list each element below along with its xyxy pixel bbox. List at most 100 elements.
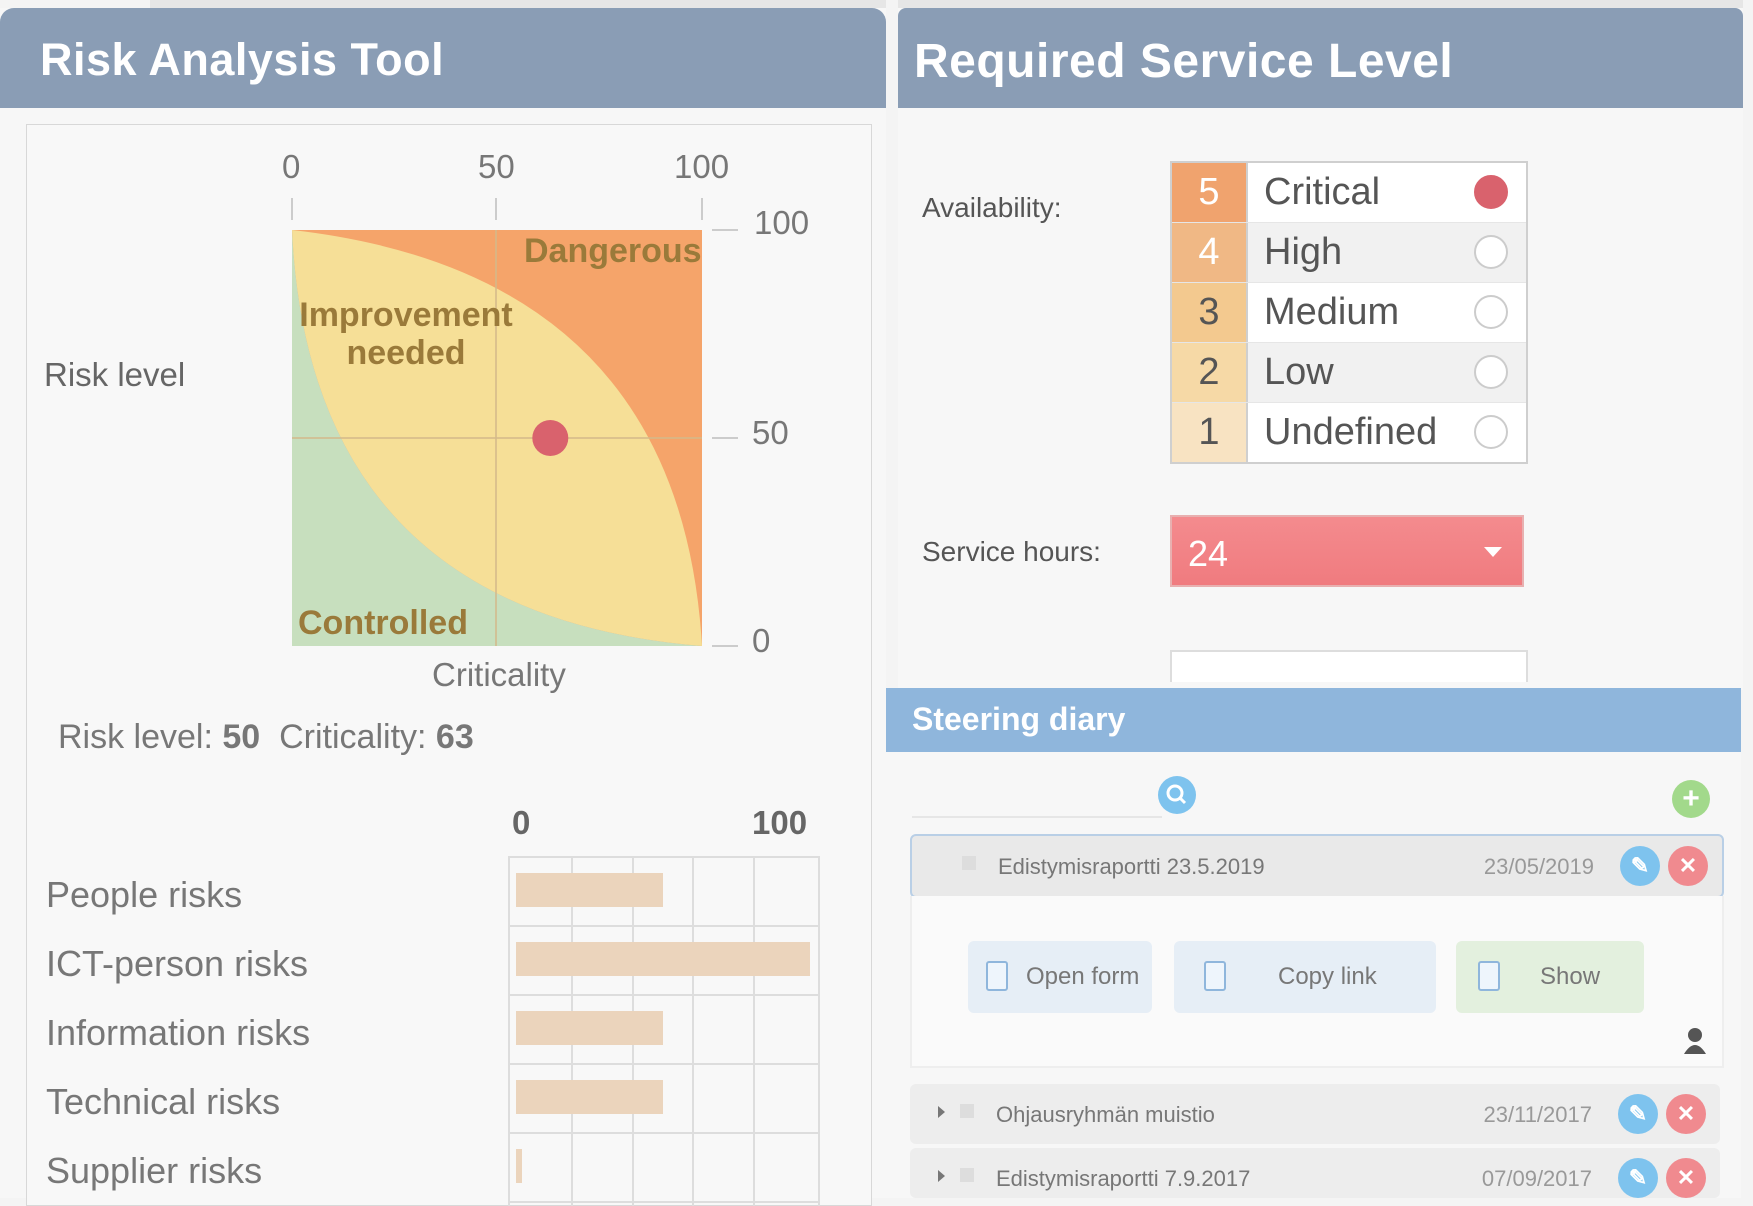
- criticality-value: 63: [435, 718, 474, 756]
- availability-level-label: Undefined: [1264, 411, 1438, 453]
- diary-entry[interactable]: Edistymisraportti 7.9.2017 07/09/2017 ✎ …: [910, 1148, 1720, 1198]
- top-strip: [150, 0, 886, 8]
- delete-button[interactable]: ✕: [1666, 1094, 1706, 1134]
- show-label: Show: [1540, 963, 1601, 990]
- chevron-down-icon: [1484, 547, 1502, 557]
- availability-option[interactable]: 5 Critical: [1172, 163, 1526, 222]
- risk-level-value: 50: [222, 718, 261, 756]
- diary-title: Steering diary: [886, 688, 1741, 752]
- pencil-icon: ✎: [1628, 1101, 1648, 1126]
- plus-icon: +: [1682, 782, 1700, 815]
- entry-name: Edistymisraportti 7.9.2017: [996, 1166, 1251, 1191]
- search-button[interactable]: [1158, 776, 1196, 814]
- availability-option[interactable]: 2 Low: [1172, 342, 1526, 402]
- copy-link-label: Copy link: [1278, 963, 1377, 990]
- steering-diary-panel: Steering diary + Edistymisraportti 23.5.…: [886, 688, 1741, 1198]
- entry-checkbox[interactable]: [962, 856, 976, 870]
- x-tick-100: 100: [674, 148, 730, 185]
- bar-tick-0: 0: [512, 804, 531, 841]
- risk-bar: [516, 873, 663, 907]
- zone-controlled: [292, 230, 702, 646]
- expand-caret-icon[interactable]: [938, 1106, 945, 1118]
- diary-entry-expanded[interactable]: Edistymisraportti 23.5.2019 23/05/2019 ✎…: [910, 834, 1724, 898]
- availability-radio[interactable]: [1474, 235, 1508, 269]
- availability-radio[interactable]: [1474, 175, 1508, 209]
- x-tick-0: 0: [282, 148, 301, 185]
- availability-radio[interactable]: [1474, 355, 1508, 389]
- availability-option[interactable]: 1 Undefined: [1172, 402, 1526, 462]
- entry-date: 23/05/2019: [1483, 854, 1594, 879]
- availability-level-label: High: [1264, 231, 1343, 273]
- top-strip: [898, 0, 1743, 8]
- zone-label-controlled: Controlled: [298, 604, 468, 642]
- availability-level-number: 4: [1172, 223, 1248, 282]
- bar-category-label: Information risks: [46, 1012, 311, 1053]
- availability-level-number: 3: [1172, 283, 1248, 342]
- bar-grid-line: [692, 856, 695, 1206]
- close-icon: ✕: [1678, 853, 1698, 878]
- diary-search-input[interactable]: [912, 816, 1162, 818]
- risk-bar-chart: [508, 856, 820, 1206]
- show-button[interactable]: Show: [1456, 941, 1644, 1013]
- bar-grid-hline: [510, 925, 818, 927]
- x-axis-label: Criticality: [432, 656, 566, 693]
- availability-level-number: 5: [1172, 163, 1248, 222]
- delete-button[interactable]: ✕: [1666, 1158, 1706, 1198]
- copy-link-button[interactable]: Copy link: [1174, 941, 1436, 1013]
- availability-option[interactable]: 4 High: [1172, 222, 1526, 282]
- bar-category-label: Supplier risks: [46, 1150, 263, 1191]
- risk-matrix[interactable]: [280, 194, 780, 654]
- availability-level-label: Critical: [1264, 171, 1381, 213]
- expand-caret-icon[interactable]: [938, 1170, 945, 1182]
- search-icon: [1166, 784, 1187, 805]
- service-hours-select[interactable]: 24: [1170, 515, 1524, 587]
- availability-radio[interactable]: [1474, 415, 1508, 449]
- close-icon: ✕: [1676, 1165, 1696, 1190]
- document-icon: [1478, 961, 1500, 991]
- availability-label: Availability:: [922, 192, 1062, 223]
- y-tick-0: 0: [752, 622, 771, 659]
- availability-level-label: Medium: [1264, 291, 1400, 333]
- bar-category-label: ICT-person risks: [46, 943, 309, 984]
- person-icon[interactable]: [1682, 1026, 1708, 1054]
- edit-button[interactable]: ✎: [1618, 1158, 1658, 1198]
- close-icon: ✕: [1676, 1101, 1696, 1126]
- pencil-icon: ✎: [1630, 853, 1650, 878]
- edit-button[interactable]: ✎: [1618, 1094, 1658, 1134]
- add-entry-button[interactable]: +: [1672, 780, 1710, 818]
- bar-grid-hline: [510, 856, 818, 858]
- bar-grid-hline: [510, 1201, 818, 1203]
- availability-level-number: 1: [1172, 403, 1248, 462]
- risk-point-marker[interactable]: [532, 420, 569, 456]
- bar-grid-line: [753, 856, 756, 1206]
- open-form-button[interactable]: Open form: [968, 941, 1152, 1013]
- bar-tick-100: 100: [752, 804, 808, 841]
- bar-grid-hline: [510, 1132, 818, 1134]
- risk-level-label: Risk level:: [58, 718, 213, 756]
- risk-panel-title: Risk Analysis Tool: [0, 8, 886, 108]
- delete-button[interactable]: ✕: [1668, 846, 1708, 886]
- entry-date: 23/11/2017: [1483, 1102, 1592, 1127]
- y-tick-50: 50: [752, 414, 789, 451]
- entry-name: Edistymisraportti 23.5.2019: [998, 854, 1265, 879]
- partial-field[interactable]: [1170, 650, 1528, 682]
- zone-label-dangerous: Dangerous: [524, 232, 702, 270]
- entry-checkbox[interactable]: [960, 1104, 974, 1118]
- risk-bar: [516, 942, 810, 976]
- risk-bar: [516, 1011, 663, 1045]
- service-hours-value: 24: [1188, 533, 1229, 574]
- risk-bar: [516, 1080, 663, 1114]
- bar-category-label: Technical risks: [46, 1081, 281, 1122]
- diary-entry[interactable]: Ohjausryhmän muistio 23/11/2017 ✎ ✕: [910, 1084, 1720, 1144]
- bar-grid-hline: [510, 1063, 818, 1065]
- entry-checkbox[interactable]: [960, 1168, 974, 1182]
- x-tick-50: 50: [478, 148, 515, 185]
- availability-table: 5 Critical 4 High 3 Medium 2 Low 1 Undefined: [1170, 161, 1528, 464]
- availability-radio[interactable]: [1474, 295, 1508, 329]
- bar-category-label: People risks: [46, 874, 243, 915]
- entry-name: Ohjausryhmän muistio: [996, 1102, 1215, 1127]
- availability-level-label: Low: [1264, 351, 1334, 393]
- availability-option[interactable]: 3 Medium: [1172, 282, 1526, 342]
- open-form-label: Open form: [1026, 963, 1140, 990]
- edit-button[interactable]: ✎: [1620, 846, 1660, 886]
